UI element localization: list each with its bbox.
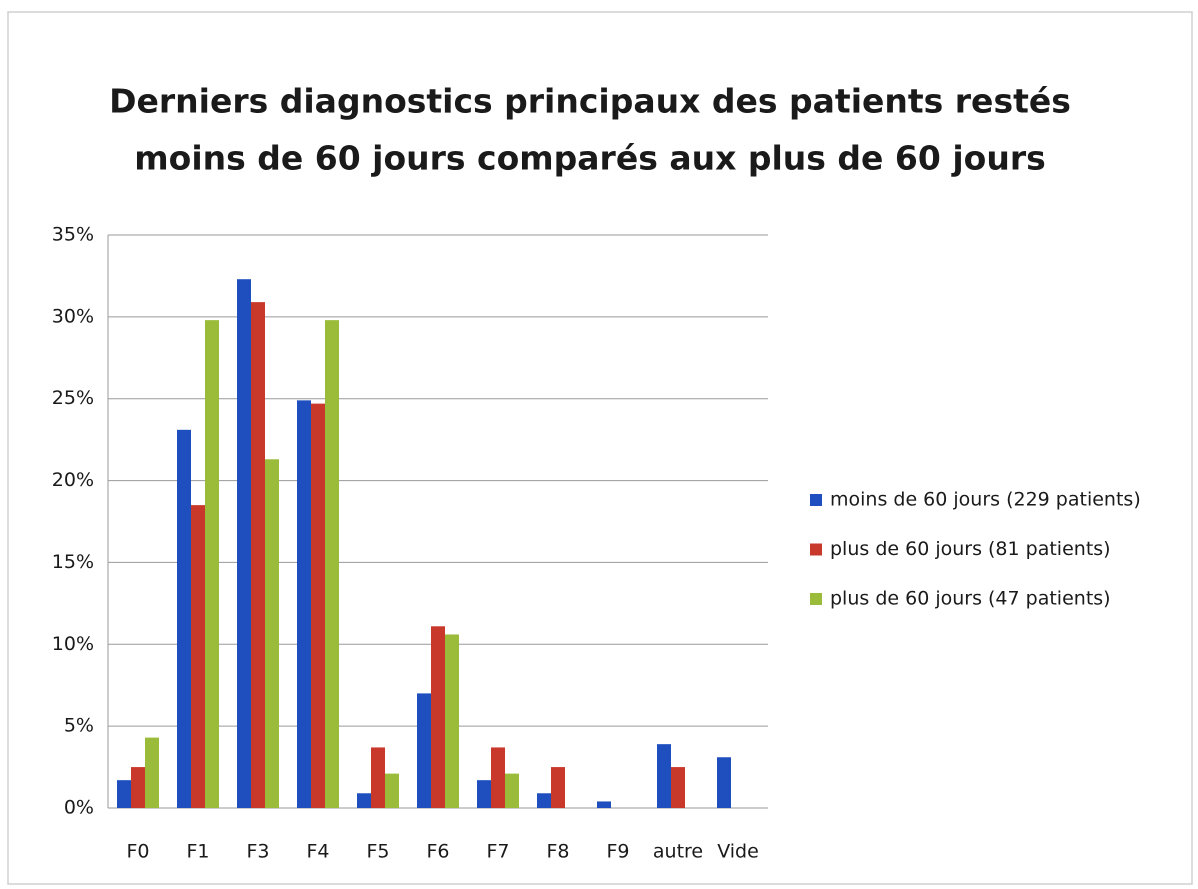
chart-frame [7, 11, 1193, 885]
bar [371, 747, 385, 808]
bar [117, 780, 131, 808]
bar [205, 320, 219, 808]
x-tick-label: F0 [126, 841, 149, 863]
x-tick-label: F7 [486, 841, 509, 863]
bar [251, 302, 265, 808]
x-tick-label: Vide [717, 841, 759, 863]
bar [325, 320, 339, 808]
bar [297, 400, 311, 808]
chart-title: moins de 60 jours comparés aux plus de 6… [134, 139, 1045, 178]
x-tick-label: F3 [246, 841, 269, 863]
bar [537, 793, 551, 808]
bar [191, 505, 205, 808]
bar [505, 773, 519, 808]
x-tick-label: F4 [306, 841, 329, 863]
x-tick-label: autre [653, 841, 703, 863]
bar [385, 773, 399, 808]
bar [237, 279, 251, 808]
y-tick-label: 20% [52, 469, 94, 491]
bar [491, 747, 505, 808]
y-tick-label: 0% [64, 797, 94, 819]
bar [657, 744, 671, 808]
legend-swatch [810, 593, 822, 605]
bar [477, 780, 491, 808]
bar [131, 767, 145, 808]
bar [357, 793, 371, 808]
bar [445, 634, 459, 808]
bar [265, 459, 279, 808]
x-tick-label: F6 [426, 841, 449, 863]
legend-label: moins de 60 jours (229 patients) [830, 489, 1141, 511]
y-tick-label: 5% [64, 715, 94, 737]
bar [717, 757, 731, 808]
bar [551, 767, 565, 808]
bar [311, 403, 325, 808]
x-tick-label: F1 [186, 841, 209, 863]
chart-title: Derniers diagnostics principaux des pati… [109, 82, 1071, 121]
y-tick-label: 15% [52, 551, 94, 573]
y-tick-label: 35% [52, 224, 94, 246]
bar [671, 767, 685, 808]
y-tick-label: 25% [52, 387, 94, 409]
legend-label: plus de 60 jours (47 patients) [830, 588, 1111, 610]
legend-swatch [810, 543, 822, 556]
bar [597, 801, 611, 808]
legend-label: plus de 60 jours (81 patients) [830, 538, 1111, 560]
x-tick-label: F5 [366, 841, 389, 863]
legend-swatch [810, 494, 822, 506]
y-tick-label: 10% [52, 633, 94, 655]
bar [145, 737, 159, 808]
bar [177, 429, 191, 808]
bar [417, 693, 431, 808]
x-tick-label: F9 [606, 841, 629, 863]
bar [431, 626, 445, 808]
y-tick-label: 30% [52, 305, 94, 327]
x-tick-label: F8 [546, 841, 569, 863]
